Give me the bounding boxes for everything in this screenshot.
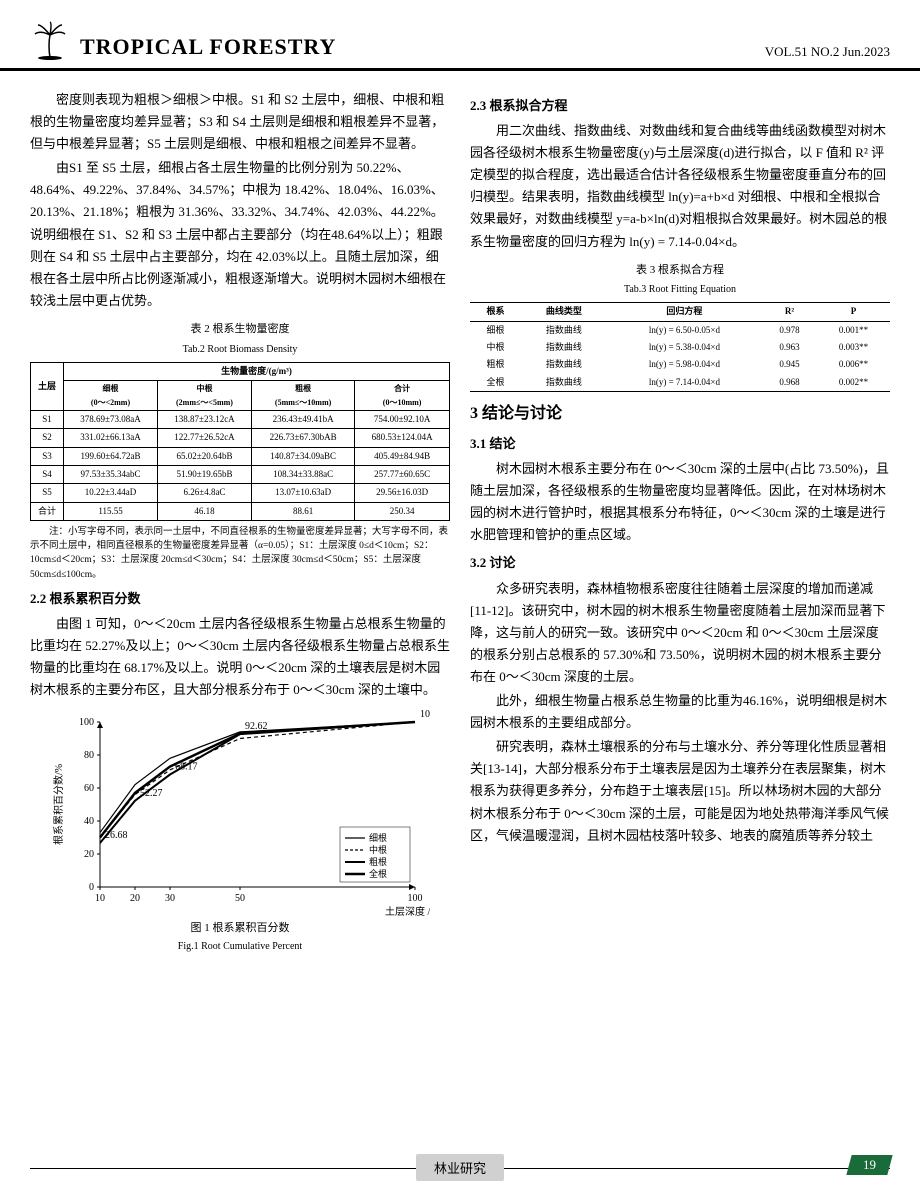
journal-title: TROPICAL FORESTRY bbox=[80, 34, 336, 60]
section-3-2-header: 3.2 讨论 bbox=[470, 552, 890, 574]
svg-text:100: 100 bbox=[408, 893, 423, 904]
section-3-header: 3 结论与讨论 bbox=[470, 400, 890, 427]
svg-text:土层深度 /cm: 土层深度 /cm bbox=[385, 905, 430, 917]
svg-text:100.00: 100.00 bbox=[420, 709, 430, 720]
svg-text:50: 50 bbox=[235, 893, 245, 904]
figure1-chart: 0 20 40 60 80 100 10 20 30 50 100 26.68 52.27 68.17 92… bbox=[50, 707, 430, 917]
para: 研究表明，森林土壤根系的分布与土壤水分、养分等理化性质显著相关[13-14]，大… bbox=[470, 736, 890, 846]
svg-text:52.27: 52.27 bbox=[140, 788, 163, 799]
svg-text:30: 30 bbox=[165, 893, 175, 904]
section-2-2-header: 2.2 根系累积百分数 bbox=[30, 588, 450, 610]
table2-caption-en: Tab.2 Root Biomass Density bbox=[30, 341, 450, 358]
palm-tree-icon bbox=[30, 20, 70, 60]
svg-text:26.68: 26.68 bbox=[105, 830, 128, 841]
para: 树木园树木根系主要分布在 0～＜30cm 深的土层中(占比 73.50%)，且随… bbox=[470, 458, 890, 546]
svg-text:68.17: 68.17 bbox=[175, 762, 198, 773]
svg-text:80: 80 bbox=[84, 750, 94, 761]
table3: 根系曲线类型回归方程R²P 细根指数曲线ln(y) = 6.50-0.05×d0… bbox=[470, 302, 890, 391]
para: 众多研究表明，森林植物根系密度往往随着土层深度的增加而递减[11-12]。该研究… bbox=[470, 578, 890, 688]
svg-text:92.62: 92.62 bbox=[245, 722, 268, 733]
para: 密度则表现为粗根＞细根＞中根。S1 和 S2 土层中，细根、中根和粗根的生物量密… bbox=[30, 89, 450, 155]
svg-text:细根: 细根 bbox=[369, 832, 387, 843]
section-2-3-header: 2.3 根系拟合方程 bbox=[470, 95, 890, 117]
svg-text:60: 60 bbox=[84, 783, 94, 794]
fig1-caption-en: Fig.1 Root Cumulative Percent bbox=[30, 938, 450, 955]
svg-text:40: 40 bbox=[84, 816, 94, 827]
para: 此外，细根生物量占根系总生物量的比重为46.16%，说明细根是树木园树木根系的主… bbox=[470, 690, 890, 734]
fig1-caption: 图 1 根系累积百分数 bbox=[30, 919, 450, 938]
svg-text:100: 100 bbox=[79, 717, 94, 728]
svg-text:根系累积百分数/%: 根系累积百分数/% bbox=[52, 764, 65, 845]
para: 由图 1 可知，0～＜20cm 土层内各径级根系生物量占总根系生物量的比重均在 … bbox=[30, 613, 450, 701]
para: 由S1 至 S5 土层，细根占各土层生物量的比例分别为 50.22%、48.64… bbox=[30, 157, 450, 312]
volume-info: VOL.51 NO.2 Jun.2023 bbox=[765, 44, 890, 60]
page-number: 19 bbox=[846, 1155, 892, 1175]
section-3-1-header: 3.1 结论 bbox=[470, 433, 890, 455]
page-header: TROPICAL FORESTRY VOL.51 NO.2 Jun.2023 bbox=[0, 0, 920, 71]
table2: 土层生物量密度/(g/m³) 细根(0～<2mm)中根(2mm≤～<5mm)粗根… bbox=[30, 362, 450, 521]
table2-caption: 表 2 根系生物量密度 bbox=[30, 320, 450, 339]
left-column: 密度则表现为粗根＞细根＞中根。S1 和 S2 土层中，细根、中根和粗根的生物量密… bbox=[30, 89, 450, 955]
table2-note: 注：小写字母不同，表示同一土层中，不同直径根系的生物量密度差异显著；大写字母不同… bbox=[30, 525, 450, 582]
svg-text:0: 0 bbox=[89, 882, 94, 893]
para: 用二次曲线、指数曲线、对数曲线和复合曲线等曲线函数模型对树木园各径级树木根系生物… bbox=[470, 120, 890, 253]
svg-text:粗根: 粗根 bbox=[369, 856, 387, 867]
svg-text:全根: 全根 bbox=[369, 868, 387, 879]
svg-text:20: 20 bbox=[84, 849, 94, 860]
svg-text:20: 20 bbox=[130, 893, 140, 904]
table3-caption-en: Tab.3 Root Fitting Equation bbox=[470, 281, 890, 298]
page-footer: 林业研究 19 bbox=[0, 1154, 920, 1181]
footer-section-label: 林业研究 bbox=[416, 1154, 504, 1181]
svg-text:中根: 中根 bbox=[369, 844, 387, 855]
table3-caption: 表 3 根系拟合方程 bbox=[470, 261, 890, 280]
svg-text:10: 10 bbox=[95, 893, 105, 904]
right-column: 2.3 根系拟合方程 用二次曲线、指数曲线、对数曲线和复合曲线等曲线函数模型对树… bbox=[470, 89, 890, 955]
